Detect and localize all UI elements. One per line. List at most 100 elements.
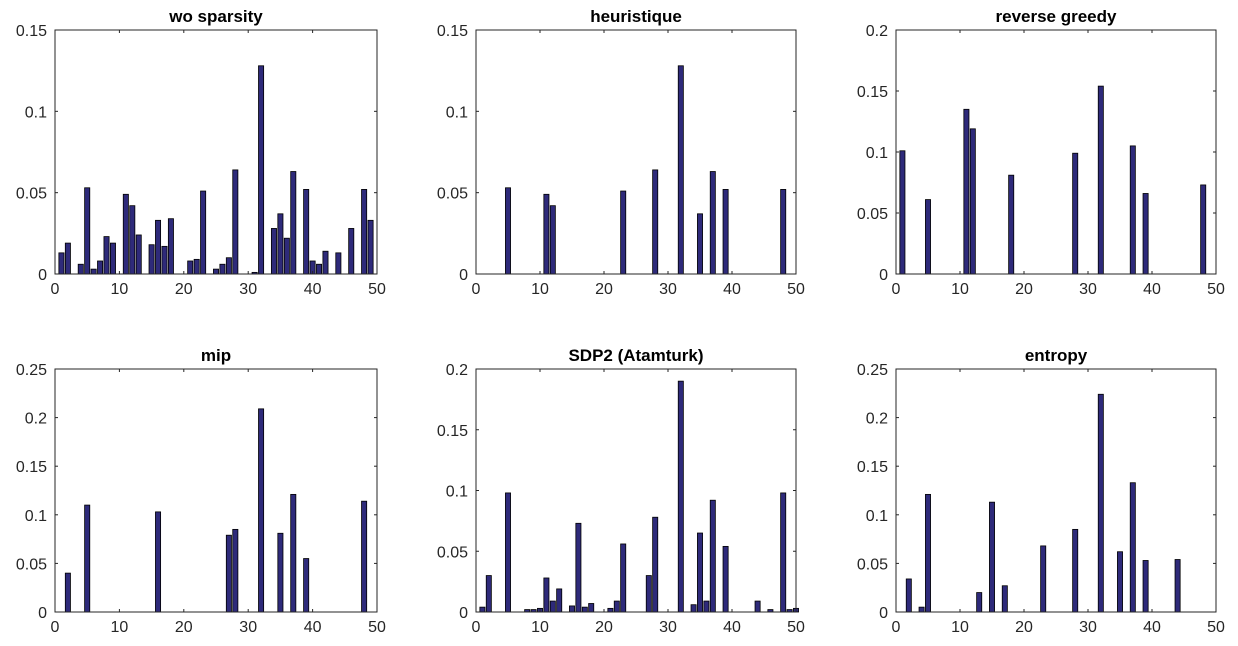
x-tick-label: 50 — [787, 619, 805, 636]
bar — [1117, 551, 1123, 613]
x-tick-label: 20 — [175, 281, 193, 298]
bar — [1040, 545, 1047, 613]
y-tick-label: 0.1 — [866, 508, 888, 525]
y-tick-label: 0.05 — [16, 186, 47, 203]
subplot-5: SDP2 (Atamturk) 0 10 20 30 40 50 0 0.05 0.1 0.15 0.… — [437, 346, 805, 636]
bar — [1200, 184, 1207, 275]
bar — [569, 605, 575, 613]
chart-title: mip — [201, 346, 231, 365]
y-tick-label: 0.25 — [16, 362, 47, 379]
bar — [780, 189, 787, 275]
axes-frame — [54, 29, 378, 275]
x-tick-label: 40 — [723, 281, 741, 298]
bar — [1129, 482, 1136, 613]
bar — [103, 236, 110, 275]
bar — [167, 218, 174, 275]
x-tick-label: 0 — [892, 281, 901, 298]
subplot-4: mip 0 10 20 30 40 50 0 0.05 0.1 0.15 0.2 0.25 — [16, 346, 386, 636]
bar — [543, 193, 550, 275]
subplot-2: heuristique 0 10 20 30 40 50 0 0.05 0.1 0.15 — [437, 7, 805, 298]
bar — [549, 205, 556, 275]
y-tick-label: 0.2 — [446, 362, 468, 379]
bar — [200, 190, 207, 275]
bar — [905, 578, 912, 613]
axes-frame — [475, 29, 797, 275]
x-tick-label: 50 — [1207, 281, 1225, 298]
y-tick-label: 0 — [879, 605, 888, 622]
bar — [361, 500, 368, 613]
bar — [232, 528, 239, 613]
y-tick-label: 0.05 — [437, 544, 468, 561]
y-tick-label: 0 — [459, 605, 468, 622]
bar — [77, 263, 84, 275]
subplot-1: wo sparsity 0 10 20 30 40 50 0 0.05 0.1 0.15 — [16, 7, 386, 298]
bar — [677, 380, 684, 613]
bar — [709, 171, 716, 275]
y-tick-label: 0.2 — [866, 411, 888, 428]
y-tick-label: 0 — [38, 605, 47, 622]
bar — [290, 493, 297, 613]
bar — [652, 169, 659, 275]
bar — [155, 511, 162, 613]
bar — [322, 250, 329, 275]
x-tick-label: 0 — [51, 281, 60, 298]
bar — [690, 604, 697, 613]
bar — [225, 534, 232, 613]
bar — [161, 245, 168, 275]
bar — [899, 150, 906, 275]
subplot-3: reverse greedy 0 10 20 30 40 50 0 0.05 0.1 0.15 0.2 — [857, 7, 1225, 298]
bar — [193, 258, 200, 275]
bar — [1174, 559, 1181, 613]
bar — [918, 606, 925, 613]
x-tick-label: 20 — [1015, 281, 1033, 298]
bar — [84, 504, 91, 613]
bar — [505, 187, 511, 275]
bar — [1072, 152, 1079, 275]
bar — [1001, 585, 1008, 613]
bar — [479, 606, 486, 613]
axes-frame — [54, 368, 378, 613]
bar — [290, 171, 297, 275]
bar — [485, 575, 492, 613]
bar — [283, 237, 290, 275]
bar — [84, 187, 91, 275]
x-tick-label: 0 — [892, 619, 901, 636]
bar — [303, 558, 310, 613]
bar — [367, 219, 374, 275]
y-tick-label: 0.1 — [25, 104, 47, 121]
bar — [1142, 560, 1149, 613]
x-tick-label: 30 — [1079, 619, 1097, 636]
y-tick-label: 0.1 — [866, 145, 888, 162]
bar — [1008, 174, 1015, 275]
x-tick-label: 10 — [531, 619, 549, 636]
axes-frame — [895, 29, 1217, 275]
axes-frame — [475, 368, 797, 613]
bar — [989, 501, 995, 613]
y-tick-label: 0.1 — [446, 104, 468, 121]
bar — [129, 205, 136, 275]
bar — [277, 213, 284, 275]
x-tick-label: 0 — [472, 281, 481, 298]
bar — [187, 260, 194, 275]
x-tick-label: 30 — [1079, 281, 1097, 298]
chart-title: entropy — [1025, 346, 1088, 365]
bar — [677, 65, 684, 275]
bar — [697, 213, 703, 275]
y-tick-label: 0.15 — [16, 459, 47, 476]
x-tick-label: 50 — [368, 619, 386, 636]
x-tick-label: 10 — [951, 281, 969, 298]
x-tick-label: 40 — [723, 619, 741, 636]
x-tick-label: 10 — [111, 281, 129, 298]
axes-frame — [895, 368, 1217, 613]
bar — [925, 493, 931, 613]
bar — [588, 603, 595, 613]
y-tick-label: 0.2 — [25, 411, 47, 428]
bar — [780, 492, 787, 613]
bar — [722, 545, 729, 613]
bar — [213, 268, 219, 275]
chart-title: SDP2 (Atamturk) — [568, 346, 703, 365]
x-tick-label: 30 — [659, 281, 677, 298]
x-tick-label: 20 — [595, 281, 613, 298]
y-tick-label: 0.15 — [857, 459, 888, 476]
